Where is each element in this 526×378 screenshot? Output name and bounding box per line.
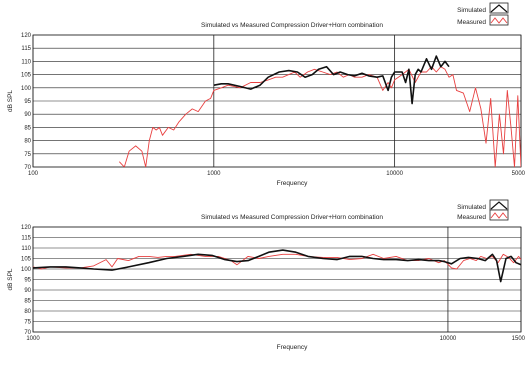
- x-tick-label: 10000: [440, 336, 457, 342]
- legend-swatch-measured: [490, 17, 508, 24]
- x-tick-label: 10000: [386, 171, 403, 177]
- y-tick-label: 95: [24, 99, 31, 105]
- y-tick-label: 105: [21, 73, 32, 79]
- series-line-simulated: [33, 249, 521, 283]
- legend-box: [489, 2, 509, 14]
- legend-box: [489, 14, 509, 26]
- x-tick-label: 1000: [207, 171, 221, 177]
- y-tick-label: 70: [24, 165, 31, 171]
- y-tick-label: 110: [21, 246, 31, 252]
- y-tick-label: 85: [24, 125, 31, 131]
- x-axis-label: Frequency: [277, 344, 308, 351]
- plot-frame: [32, 34, 522, 168]
- legend-label-measured: Measured: [457, 214, 486, 221]
- x-tick-label: 1500: [512, 336, 526, 342]
- legend-swatch-simulated: [490, 201, 508, 210]
- x-tick-label: 5000: [512, 171, 526, 177]
- y-axis-label: dB SPL: [7, 268, 14, 290]
- chart-2: 70 75 80 85 90 95 100 105 110 115 120 1000 10000 1500…: [7, 199, 526, 351]
- x-tick-label: 1000: [26, 336, 40, 342]
- y-tick-label: 95: [24, 278, 31, 284]
- y-tick-label: 75: [24, 320, 31, 326]
- y-tick-label: 105: [21, 257, 32, 263]
- y-tick-label: 75: [24, 152, 31, 158]
- y-tick-label: 120: [21, 225, 32, 231]
- legend-label-simulated: Simulated: [457, 204, 486, 211]
- y-tick-label: 100: [21, 267, 32, 273]
- series-line-measured: [118, 66, 521, 167]
- legend-swatch-simulated: [490, 4, 508, 13]
- y-tick-label: 85: [24, 299, 31, 305]
- legend-box: [489, 209, 509, 221]
- y-tick-label: 120: [21, 33, 32, 39]
- y-tick-label: 110: [21, 59, 31, 65]
- x-axis-label: Frequency: [277, 180, 308, 187]
- x-tick-label: 100: [28, 171, 39, 177]
- series-line-simulated: [213, 55, 450, 105]
- y-axis-label: dB SPL: [7, 90, 14, 112]
- y-tick-label: 115: [21, 46, 31, 52]
- y-tick-label: 90: [24, 112, 31, 118]
- plot-frame: [32, 226, 522, 333]
- legend-label-measured: Measured: [457, 19, 486, 26]
- y-tick-label: 90: [24, 288, 31, 294]
- y-tick-label: 80: [24, 309, 31, 315]
- legend-swatch-measured: [490, 212, 508, 219]
- chart-title: Simulated vs Measured Compression Driver…: [201, 214, 383, 221]
- chart-title: Simulated vs Measured Compression Driver…: [201, 22, 383, 29]
- y-tick-label: 100: [21, 86, 32, 92]
- legend-label-simulated: Simulated: [457, 7, 486, 14]
- y-tick-label: 70: [24, 330, 31, 336]
- y-tick-label: 115: [21, 236, 31, 242]
- chart-1: 70 75 80 85 90 95 100 105 110 115 120 100 1000 10000 5…: [7, 2, 526, 187]
- y-tick-label: 80: [24, 139, 31, 145]
